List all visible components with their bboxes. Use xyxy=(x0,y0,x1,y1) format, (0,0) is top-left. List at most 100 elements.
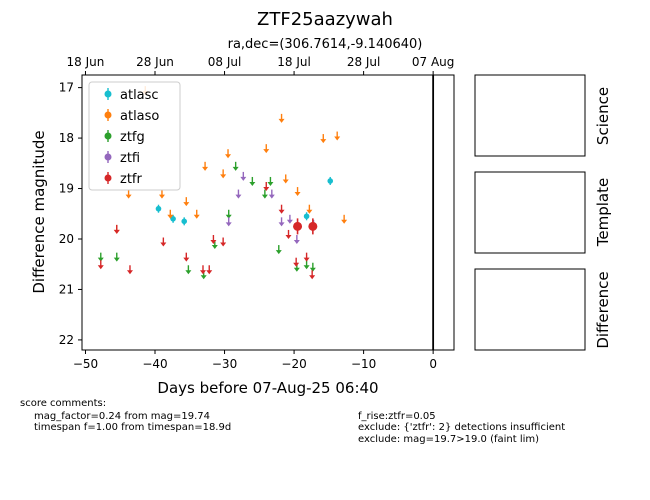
x-tick-label: −20 xyxy=(281,357,306,371)
upper-limit-arrow xyxy=(199,270,206,275)
upper-limit-arrow xyxy=(320,139,327,144)
data-point xyxy=(170,216,176,222)
upper-limit-arrow xyxy=(126,270,133,275)
legend: atlasc atlaso ztfg ztfi ztfr xyxy=(88,81,181,191)
chart-subtitle: ra,dec=(306.7614,-9.140640) xyxy=(228,37,423,52)
y-tick-label: 20 xyxy=(59,232,74,246)
upper-limit-arrow xyxy=(309,275,316,280)
score-comment-left-1: mag_factor=0.24 from mag=19.74 xyxy=(34,411,211,422)
upper-limit-arrow xyxy=(263,187,270,192)
legend-marker xyxy=(104,90,112,98)
upper-limit-arrow xyxy=(303,265,310,270)
score-comment-left-2: timespan f=1.00 from timespan=18.9d xyxy=(34,422,232,433)
top-date-tick-label: 28 Jun xyxy=(136,55,174,69)
y-tick-label: 22 xyxy=(59,333,74,347)
upper-limit-arrow xyxy=(211,245,218,250)
upper-limit-arrow xyxy=(278,209,285,214)
template-label: Template xyxy=(594,178,612,247)
upper-limit-arrow xyxy=(275,250,282,255)
upper-limit-arrow xyxy=(268,194,275,199)
upper-limit-arrow xyxy=(210,239,217,244)
upper-limit-arrow xyxy=(158,194,165,199)
upper-limit-arrow xyxy=(125,194,132,199)
y-tick-label: 17 xyxy=(59,81,74,95)
legend-marker xyxy=(104,174,112,182)
x-tick-label: 0 xyxy=(429,357,437,371)
upper-limit-arrow xyxy=(183,257,190,262)
upper-limit-arrow xyxy=(167,214,174,219)
data-point xyxy=(155,205,162,212)
difference-label: Difference xyxy=(594,271,612,348)
upper-limit-arrow xyxy=(202,166,209,171)
upper-limit-arrow xyxy=(293,262,300,267)
upper-limit-arrow xyxy=(285,234,292,239)
x-tick-label: −30 xyxy=(212,357,237,371)
upper-limit-arrow xyxy=(263,149,270,154)
upper-limit-arrow xyxy=(113,229,120,234)
upper-limit-arrow xyxy=(225,222,232,227)
legend-marker xyxy=(104,132,112,140)
upper-limit-arrow xyxy=(97,265,104,270)
upper-limit-arrow xyxy=(160,242,167,247)
upper-limit-arrow xyxy=(113,257,120,262)
upper-limit-arrow xyxy=(206,270,213,275)
data-point xyxy=(181,218,188,225)
chart-title: ZTF25aazywah xyxy=(257,9,393,30)
data-point xyxy=(303,213,310,220)
upper-limit-arrow xyxy=(267,181,274,186)
x-tick-label: −40 xyxy=(142,357,167,371)
upper-limit-arrow xyxy=(309,267,316,272)
legend-marker xyxy=(104,111,112,119)
science-panel xyxy=(474,74,586,157)
top-date-tick-label: 18 Jul xyxy=(277,55,311,69)
upper-limit-arrow xyxy=(278,118,285,123)
y-axis-label: Difference magnitude xyxy=(30,130,48,293)
template-panel xyxy=(474,171,586,254)
legend-label: atlasc xyxy=(120,88,159,103)
upper-limit-arrow xyxy=(97,257,104,262)
plot-area: −50 −40 −30 −20 −10 0 18 Jun 28 Jun 08 Jul 18 Jul… xyxy=(59,55,455,371)
detection-point xyxy=(293,221,303,231)
upper-limit-arrow xyxy=(306,209,313,214)
legend-label: atlaso xyxy=(120,109,159,124)
x-tick-label: −50 xyxy=(73,357,98,371)
legend-label: ztfg xyxy=(120,130,145,145)
legend-label: ztfr xyxy=(120,172,142,187)
x-tick-label: −10 xyxy=(351,357,376,371)
upper-limit-arrow xyxy=(240,176,247,181)
upper-limit-arrow xyxy=(303,257,310,262)
upper-limit-arrow xyxy=(341,219,348,224)
data-point xyxy=(327,178,334,184)
upper-limit-arrow xyxy=(220,242,227,247)
upper-limit-arrow xyxy=(225,154,232,159)
science-label: Science xyxy=(594,87,612,145)
detection-point xyxy=(308,221,318,231)
x-axis-label: Days before 07-Aug-25 06:40 xyxy=(157,379,378,397)
upper-limit-arrow xyxy=(293,239,300,244)
upper-limit-arrow xyxy=(282,179,289,184)
upper-limit-arrow xyxy=(249,181,256,186)
image-panels: Science Template Difference xyxy=(474,74,612,351)
score-comment-right-2: exclude: {'ztfr': 2} detections insuffic… xyxy=(358,422,566,433)
legend-marker xyxy=(104,153,112,161)
upper-limit-arrow xyxy=(334,136,341,141)
upper-limit-arrow xyxy=(185,270,192,275)
upper-limit-arrow xyxy=(294,192,301,197)
y-tick-label: 19 xyxy=(59,182,74,196)
legend-label: ztfi xyxy=(120,151,140,166)
upper-limit-arrow xyxy=(225,214,232,219)
upper-limit-arrow xyxy=(261,194,268,199)
legend-box xyxy=(88,81,181,191)
upper-limit-arrow xyxy=(232,166,239,171)
y-tick-label: 21 xyxy=(59,282,74,296)
plot-frame xyxy=(81,74,455,351)
y-tick-label: 18 xyxy=(59,131,74,145)
upper-limit-arrow xyxy=(220,174,227,179)
upper-limit-arrow xyxy=(293,267,300,272)
upper-limit-arrow xyxy=(183,202,190,207)
upper-limit-arrow xyxy=(200,275,207,280)
top-date-tick-label: 07 Aug xyxy=(412,55,455,69)
score-comment-right-1: f_rise:ztfr=0.05 xyxy=(358,411,436,422)
upper-limit-arrow xyxy=(286,219,293,224)
